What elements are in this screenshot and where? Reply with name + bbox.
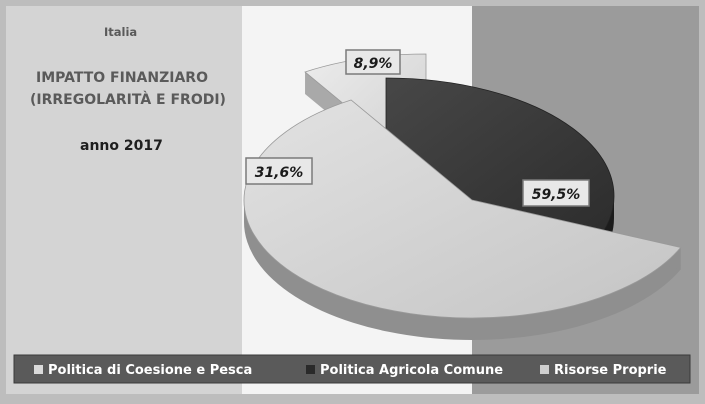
legend-swatch-risorse <box>540 365 549 374</box>
band-left <box>6 6 242 394</box>
data-label-agricola: 31,6% <box>245 157 313 185</box>
chart-title-country: Italia <box>104 25 137 39</box>
legend-label-coesione: Politica di Coesione e Pesca <box>48 363 252 378</box>
legend-swatch-agricola <box>306 365 315 374</box>
data-label-risorse: 59,5% <box>522 179 590 207</box>
legend-bar <box>13 354 691 384</box>
data-label-risorse-text: 59,5% <box>532 187 581 203</box>
chart-subtitle: anno 2017 <box>80 138 163 154</box>
legend: Politica di Coesione e Pesca Politica Ag… <box>13 354 691 384</box>
legend-label-agricola: Politica Agricola Comune <box>320 363 503 378</box>
pie-slice-side-risorse <box>244 200 681 341</box>
legend-label-risorse: Risorse Proprie <box>554 363 667 378</box>
data-label-coesione-text: 8,9% <box>354 56 393 72</box>
pie-slice-risorse <box>243 99 682 319</box>
chart-title-line1: IMPATTO FINANZIARO <box>36 70 208 86</box>
chart-title-line2: (IRREGOLARITÀ E FRODI) <box>30 91 226 108</box>
data-label-agricola-text: 31,6% <box>255 165 304 181</box>
data-label-coesione: 8,9% <box>345 49 401 75</box>
legend-swatch-coesione <box>34 365 43 374</box>
